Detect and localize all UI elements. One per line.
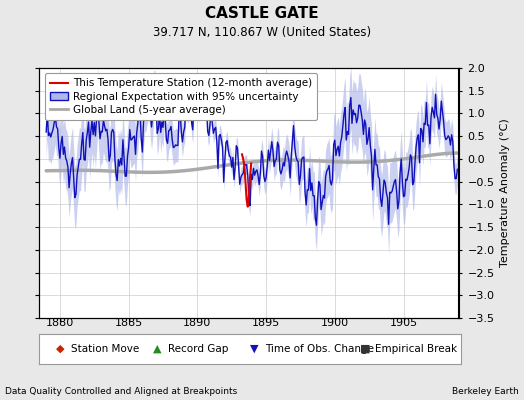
Legend: This Temperature Station (12-month average), Regional Expectation with 95% uncer: This Temperature Station (12-month avera…: [45, 73, 317, 120]
Text: 1885: 1885: [115, 318, 143, 328]
Text: 1905: 1905: [389, 318, 418, 328]
Text: CASTLE GATE: CASTLE GATE: [205, 6, 319, 21]
Text: Time of Obs. Change: Time of Obs. Change: [265, 344, 374, 354]
Text: 1900: 1900: [321, 318, 349, 328]
Text: ■: ■: [360, 344, 370, 354]
Text: Station Move: Station Move: [71, 344, 139, 354]
Text: 1890: 1890: [183, 318, 212, 328]
Text: Data Quality Controlled and Aligned at Breakpoints: Data Quality Controlled and Aligned at B…: [5, 387, 237, 396]
Text: ▲: ▲: [153, 344, 162, 354]
Y-axis label: Temperature Anomaly (°C): Temperature Anomaly (°C): [500, 119, 510, 267]
Text: Record Gap: Record Gap: [168, 344, 228, 354]
Text: 1895: 1895: [252, 318, 280, 328]
Text: ▼: ▼: [250, 344, 259, 354]
Text: 1880: 1880: [46, 318, 74, 328]
Text: Empirical Break: Empirical Break: [375, 344, 457, 354]
Text: ◆: ◆: [56, 344, 64, 354]
Text: Berkeley Earth: Berkeley Earth: [452, 387, 519, 396]
Text: 39.717 N, 110.867 W (United States): 39.717 N, 110.867 W (United States): [153, 26, 371, 39]
